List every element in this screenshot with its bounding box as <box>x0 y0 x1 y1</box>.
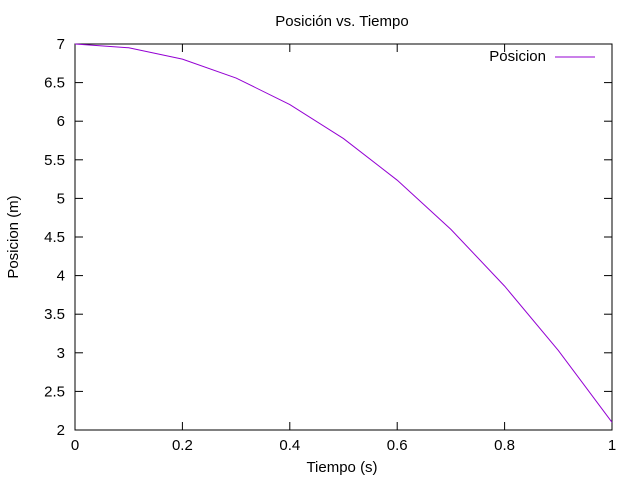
y-tick-label: 2 <box>57 422 65 439</box>
y-tick-label: 4.5 <box>44 229 65 246</box>
y-axis: 2 2.5 3 3.5 4 4.5 5 5.5 6 6.5 7 <box>44 36 612 439</box>
y-tick-label: 7 <box>57 36 65 53</box>
y-tick-label: 2.5 <box>44 383 65 400</box>
x-tick-label: 1 <box>608 437 616 454</box>
x-tick-label: 0.8 <box>494 437 515 454</box>
x-tick-label: 0.2 <box>172 437 193 454</box>
plot-frame <box>74 43 613 431</box>
legend-label: Posicion <box>489 48 546 65</box>
y-axis-label: Posicion (m) <box>5 195 22 278</box>
x-axis-label: Tiempo (s) <box>306 459 377 476</box>
y-tick-label: 5 <box>57 190 65 207</box>
x-tick-label: 0.4 <box>279 437 300 454</box>
y-tick-label: 6.5 <box>44 75 65 92</box>
x-axis: 0 0.2 0.4 0.6 0.8 1 <box>71 44 616 454</box>
y-tick-label: 3 <box>57 345 65 362</box>
x-tick-label: 0 <box>71 437 79 454</box>
y-tick-label: 3.5 <box>44 306 65 323</box>
y-tick-label: 5.5 <box>44 152 65 169</box>
x-tick-label: 0.6 <box>387 437 408 454</box>
series-line-posicion <box>74 43 613 423</box>
y-tick-label: 6 <box>57 113 65 130</box>
legend: Posicion <box>489 48 595 65</box>
chart-title: Posición vs. Tiempo <box>275 13 408 30</box>
series-layer <box>74 43 613 423</box>
y-tick-label: 4 <box>57 268 65 285</box>
